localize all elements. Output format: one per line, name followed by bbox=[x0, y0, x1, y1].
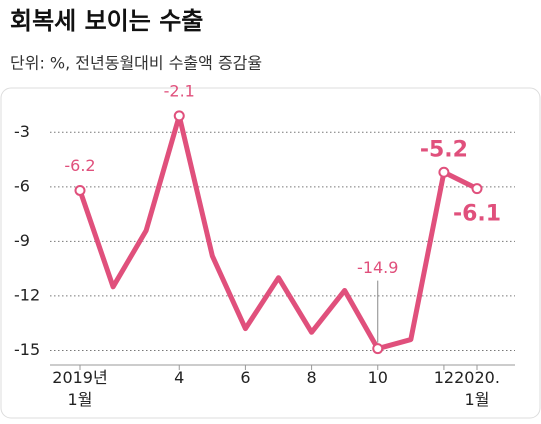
point-marker bbox=[372, 343, 384, 355]
x-tick-label: 2020. 1월 bbox=[454, 368, 500, 409]
point-marker bbox=[173, 110, 185, 122]
point-marker bbox=[74, 184, 86, 196]
chart-title: 회복세 보이는 수출 bbox=[10, 7, 203, 35]
x-tick-label: 8 bbox=[306, 368, 317, 387]
point-marker bbox=[438, 166, 450, 178]
x-tick-label: 4 bbox=[174, 368, 185, 387]
chart-frame bbox=[0, 87, 541, 419]
y-tick-label: -9 bbox=[14, 231, 30, 250]
value-label: -6.2 bbox=[64, 156, 95, 175]
x-tick-label: 6 bbox=[240, 368, 251, 387]
x-tick-label: 10 bbox=[367, 368, 388, 387]
line bbox=[77, 113, 479, 352]
y-tick-label: -12 bbox=[14, 285, 40, 304]
point-marker bbox=[471, 183, 483, 195]
chart-subtitle: 단위: %, 전년동월대비 수출액 증감율 bbox=[10, 54, 262, 73]
x-tick-label: 12 bbox=[433, 368, 455, 387]
value-label: -5.2 bbox=[420, 137, 468, 162]
y-tick-label: -15 bbox=[14, 340, 40, 359]
y-tick-label: -3 bbox=[14, 122, 30, 141]
y-tick-label: -6 bbox=[14, 176, 30, 195]
x-tick-label: 2019년 1월 bbox=[52, 368, 108, 409]
value-label: -14.9 bbox=[357, 258, 398, 277]
value-label: -6.1 bbox=[453, 202, 501, 227]
value-label: -2.1 bbox=[164, 81, 195, 100]
